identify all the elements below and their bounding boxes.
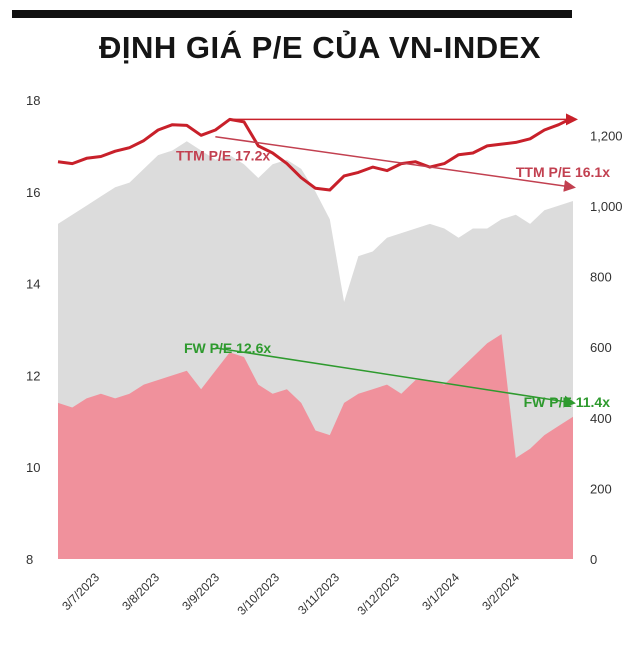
fw-pe-end-label: FW P/E 11.4x bbox=[524, 394, 611, 410]
ttm-pe-trend-arrow bbox=[215, 135, 576, 192]
y-left-tick-label: 8 bbox=[26, 552, 33, 567]
ttm-pe-end-label: TTM P/E 16.1x bbox=[516, 164, 610, 180]
y-right-tick-label: 600 bbox=[590, 340, 612, 355]
chart-title: ĐỊNH GIÁ P/E CỦA VN-INDEX bbox=[99, 30, 541, 65]
y-left-tick-label: 18 bbox=[26, 93, 40, 108]
fw-pe-trend-arrow bbox=[215, 347, 576, 408]
x-tick-label: 3/11/2023 bbox=[295, 570, 342, 617]
y-left-tick-label: 16 bbox=[26, 185, 40, 200]
top-rule bbox=[12, 10, 572, 18]
x-tick-label: 3/12/2023 bbox=[354, 570, 402, 618]
fw-pe-start-label: FW P/E 12.6x bbox=[184, 340, 271, 356]
y-left-tick-label: 10 bbox=[26, 460, 40, 475]
x-tick-label: 3/7/2023 bbox=[59, 570, 102, 613]
ttm-pe-start-label: TTM P/E 17.2x bbox=[176, 148, 270, 164]
x-tick-label: 3/1/2024 bbox=[419, 570, 462, 613]
y-right-tick-label: 400 bbox=[590, 411, 612, 426]
vnindex-line bbox=[57, 116, 574, 192]
y-right-tick-label: 200 bbox=[590, 481, 612, 496]
fw-pe-area bbox=[58, 334, 573, 559]
y-left-tick-label: 12 bbox=[26, 368, 40, 383]
x-tick-label: 3/10/2023 bbox=[234, 570, 282, 618]
y-right-tick-label: 0 bbox=[590, 552, 597, 567]
x-tick-label: 3/2/2024 bbox=[479, 570, 522, 613]
x-tick-label: 3/9/2023 bbox=[179, 570, 222, 613]
y-right-tick-label: 1,000 bbox=[590, 199, 623, 214]
x-tick-label: 3/8/2023 bbox=[119, 570, 162, 613]
y-right-tick-label: 1,200 bbox=[590, 128, 623, 143]
y-right-tick-label: 800 bbox=[590, 270, 612, 285]
y-left-tick-label: 14 bbox=[26, 277, 40, 292]
